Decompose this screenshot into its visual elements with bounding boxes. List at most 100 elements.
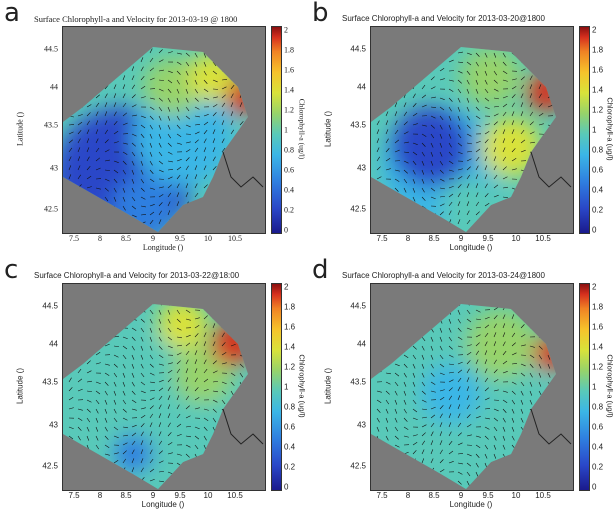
- x-tick-label: 10.5: [228, 234, 242, 243]
- x-tick-label: 7.5: [376, 491, 388, 500]
- x-tick-label: 7.5: [68, 491, 80, 500]
- colorbar-tick-label: 1.4: [284, 342, 296, 352]
- x-tick-label: 9.5: [482, 234, 494, 243]
- colorbar-label: Chlorophyll-a (ug/l): [297, 354, 307, 418]
- panel-title: Surface Chlorophyll-a and Velocity for 2…: [34, 14, 238, 24]
- colorbar-tick-label: 0.6: [284, 422, 296, 432]
- colorbar-tick-label: 1.8: [284, 45, 294, 55]
- panel-c: c Surface Chlorophyll-a and Velocity for …: [0, 255, 308, 513]
- y-tick-label: 43: [357, 163, 366, 173]
- x-tick-label: 8.5: [428, 491, 440, 500]
- x-tick-label: 10: [204, 234, 212, 243]
- colorbar-tick-label: 0.2: [592, 462, 604, 472]
- colorbar-tick-label: 1.2: [284, 105, 294, 115]
- colorbar-label: Chlorophyll-a (ug/l): [605, 97, 615, 161]
- x-tick-label: 9: [458, 491, 464, 500]
- panel-b: b Surface Chlorophyll-a and Velocity for …: [308, 0, 616, 256]
- colorbar-tick-label: 0.4: [284, 185, 294, 195]
- colorbar-tick-label: 0: [592, 482, 597, 492]
- colorbar-tick-label: 1.2: [592, 105, 604, 115]
- colorbar-tick-label: 0.4: [592, 442, 604, 452]
- x-tick-label: 9: [151, 234, 155, 243]
- colorbar-tick-label: 2: [284, 282, 289, 292]
- colorbar-tick-label: 1: [284, 125, 288, 135]
- colorbar: [271, 26, 282, 234]
- y-axis-label: Latitude (): [323, 367, 333, 405]
- y-tick-label: 42.5: [44, 204, 58, 214]
- map-plot: [62, 26, 266, 234]
- y-tick-label: 44.5: [44, 44, 58, 54]
- y-axis-label: Latitude (): [15, 112, 25, 146]
- colorbar-tick-label: 1: [284, 382, 289, 392]
- x-tick-label: 9: [150, 491, 156, 500]
- map-plot: [62, 283, 266, 491]
- x-tick-label: 8.5: [428, 234, 440, 243]
- colorbar-tick-label: 0.6: [592, 422, 604, 432]
- y-tick-label: 43: [50, 163, 58, 173]
- colorbar-tick-label: 1.8: [592, 45, 604, 55]
- y-tick-label: 42.5: [42, 461, 58, 471]
- map-plot: [370, 283, 574, 491]
- chlorophyll-field: [371, 304, 572, 489]
- colorbar-tick-label: 0: [284, 482, 289, 492]
- colorbar-tick-label: 2: [284, 25, 288, 35]
- x-tick-label: 9: [458, 234, 464, 243]
- y-tick-label: 44.5: [350, 44, 366, 54]
- colorbar-tick-label: 0.4: [592, 185, 604, 195]
- colorbar-tick-label: 0: [592, 225, 597, 235]
- y-tick-label: 44: [49, 339, 58, 349]
- colorbar-tick-label: 0.6: [284, 165, 294, 175]
- colorbar-tick-label: 1.2: [592, 362, 604, 372]
- x-tick-label: 10.5: [535, 234, 551, 243]
- x-tick-label: 8: [405, 491, 411, 500]
- chlorophyll-field: [63, 47, 264, 232]
- y-tick-label: 44: [357, 339, 366, 349]
- colorbar-tick-label: 1.2: [284, 362, 296, 372]
- colorbar-tick-label: 2: [592, 282, 597, 292]
- colorbar-tick-label: 0.8: [284, 402, 296, 412]
- colorbar-tick-label: 1.6: [592, 322, 604, 332]
- panel-letter: a: [4, 0, 20, 28]
- panel-d: d Surface Chlorophyll-a and Velocity for …: [308, 255, 616, 513]
- x-tick-label: 8.5: [121, 234, 131, 243]
- y-tick-label: 44.5: [42, 301, 58, 311]
- x-axis-label: Longitude (): [141, 500, 185, 509]
- x-axis-label: Longitude (): [449, 500, 493, 509]
- colorbar-tick-label: 1.4: [592, 342, 604, 352]
- x-tick-label: 8: [98, 234, 102, 243]
- panel-title: Surface Chlorophyll-a and Velocity for 2…: [34, 271, 240, 280]
- panel-letter: b: [312, 0, 329, 28]
- colorbar-tick-label: 0.6: [592, 165, 604, 175]
- y-tick-label: 43: [357, 420, 366, 430]
- colorbar-tick-label: 1.4: [284, 85, 294, 95]
- x-tick-label: 10: [203, 491, 213, 500]
- colorbar-tick-label: 1.6: [592, 65, 604, 75]
- x-tick-label: 8: [97, 491, 103, 500]
- y-tick-label: 43.5: [350, 377, 366, 387]
- colorbar-tick-label: 0.2: [592, 205, 604, 215]
- x-tick-label: 9.5: [174, 491, 186, 500]
- colorbar-label: Chlorophyll-a (ug/l): [605, 354, 615, 418]
- panel-title: Surface Chlorophyll-a and Velocity for 2…: [342, 271, 545, 280]
- colorbar-tick-label: 0.2: [284, 462, 296, 472]
- y-tick-label: 43.5: [42, 377, 58, 387]
- colorbar-tick-label: 0.8: [284, 145, 294, 155]
- colorbar-tick-label: 2: [592, 25, 597, 35]
- y-axis-label: Latitude (): [323, 110, 333, 148]
- x-tick-label: 10.5: [227, 491, 243, 500]
- x-tick-label: 8.5: [120, 491, 132, 500]
- y-tick-label: 42.5: [350, 204, 366, 214]
- colorbar-tick-label: 0.2: [284, 205, 294, 215]
- panel-a: a Surface Chlorophyll-a and Velocity for …: [0, 0, 308, 256]
- colorbar-tick-label: 1: [592, 382, 597, 392]
- chlorophyll-field: [63, 304, 264, 489]
- colorbar: [579, 26, 590, 234]
- colorbar-tick-label: 1.6: [284, 322, 296, 332]
- panel-title: Surface Chlorophyll-a and Velocity for 2…: [342, 14, 545, 23]
- x-tick-label: 9.5: [175, 234, 185, 243]
- colorbar: [271, 283, 282, 491]
- y-tick-label: 43.5: [44, 120, 58, 130]
- map-plot: [370, 26, 574, 234]
- x-tick-label: 8: [405, 234, 411, 243]
- colorbar-tick-label: 1.8: [284, 302, 296, 312]
